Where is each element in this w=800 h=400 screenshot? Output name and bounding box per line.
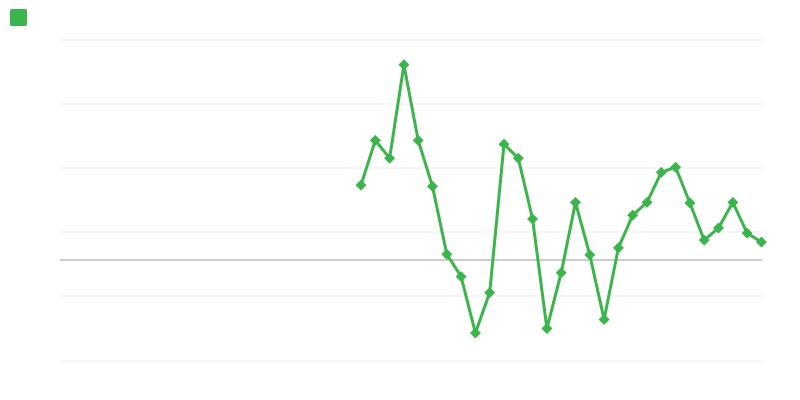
data-point-marker: [627, 209, 639, 221]
data-point-marker: [355, 179, 367, 191]
data-point-marker: [698, 234, 710, 246]
data-point-marker: [484, 287, 496, 299]
data-point-marker: [384, 152, 396, 164]
data-point-marker: [670, 161, 682, 173]
data-point-marker: [612, 242, 624, 254]
data-point-marker: [441, 248, 453, 260]
data-point-marker: [598, 314, 610, 326]
data-point-marker: [512, 152, 524, 164]
data-point-marker: [469, 327, 481, 339]
data-point-marker: [527, 213, 539, 225]
data-point-marker: [713, 222, 724, 234]
data-point-marker: [412, 134, 424, 146]
data-point-marker: [727, 196, 739, 208]
data-point-marker: [741, 227, 753, 239]
data-point-marker: [584, 249, 596, 261]
data-point-marker: [641, 196, 653, 208]
data-point-marker: [555, 267, 567, 279]
data-point-marker: [369, 134, 381, 146]
data-point-marker: [684, 197, 696, 209]
data-point-marker: [455, 271, 467, 283]
data-point-marker: [398, 59, 410, 71]
series-line: [359, 63, 763, 335]
data-point-marker: [427, 180, 438, 192]
data-point-marker: [755, 236, 767, 248]
data-point-marker: [498, 138, 510, 150]
data-point-marker: [655, 166, 667, 178]
data-point-marker: [541, 322, 553, 334]
series-color-swatch: [10, 9, 27, 26]
data-point-marker: [570, 196, 581, 208]
